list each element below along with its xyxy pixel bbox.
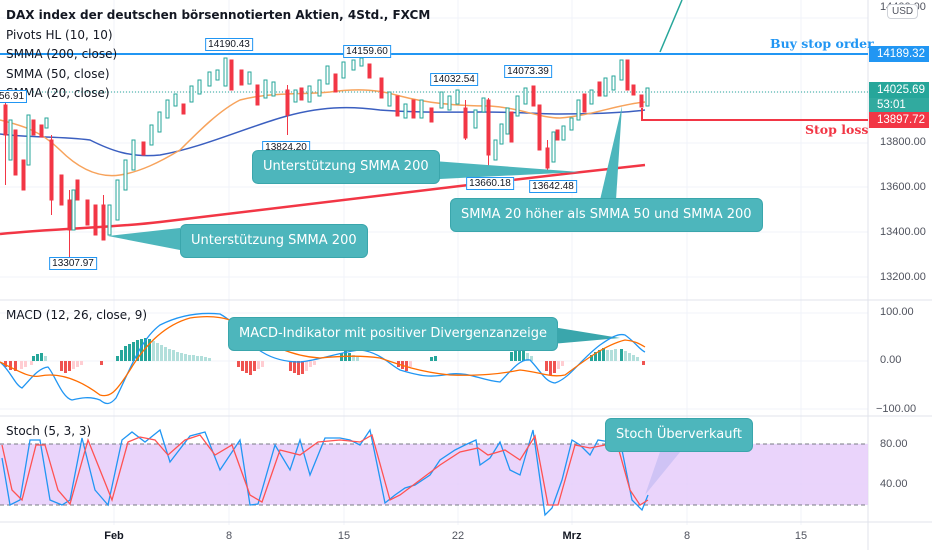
price-tick: 13600.00 xyxy=(880,181,926,193)
pivot-low-label: 13660.18 xyxy=(466,177,514,190)
price-tick: 13400.00 xyxy=(880,226,926,238)
stoch-tick: 80.00 xyxy=(880,438,908,450)
macd-tick: 100.00 xyxy=(880,306,914,318)
currency-badge[interactable]: USD xyxy=(887,4,919,19)
stop-loss-label[interactable]: Stop loss xyxy=(805,122,869,137)
callout-stoch-oversold[interactable]: Stoch Überverkauft xyxy=(605,418,753,452)
pivot-high-label: 14073.39 xyxy=(504,65,552,78)
callout-macd-divergence[interactable]: MACD-Indikator mit positiver Divergenzan… xyxy=(228,317,558,351)
time-tick: 8 xyxy=(683,530,691,542)
stoch-k-line xyxy=(1,428,649,517)
stop-loss-line[interactable] xyxy=(641,108,868,121)
indicator-smma-200[interactable]: SMMA (200, close) xyxy=(6,47,118,61)
macd-tick: 0.00 xyxy=(880,354,902,366)
indicator-pivots[interactable]: Pivots HL (10, 10) xyxy=(6,27,113,42)
pivot-low-label: 13642.48 xyxy=(529,180,577,193)
callout-pointer-support2 xyxy=(108,228,180,250)
time-tick: 8 xyxy=(225,530,233,542)
callout-support-smma200-lower[interactable]: Unterstützung SMMA 200 xyxy=(180,224,368,258)
stop-loss-price-tag: 13897.72 xyxy=(869,112,929,128)
callout-support-smma200-upper[interactable]: Unterstützung SMMA 200 xyxy=(252,150,440,184)
trend-line xyxy=(659,0,683,53)
stoch-label[interactable]: Stoch (5, 3, 3) xyxy=(6,424,92,438)
smma-50-line xyxy=(0,106,646,157)
chart-legend: DAX index der deutschen börsennotierten … xyxy=(6,6,430,104)
indicator-smma-20[interactable]: SMMA (20, close) xyxy=(6,86,110,100)
stoch-d-line xyxy=(1,434,649,506)
bar-countdown: 53:01 xyxy=(869,97,929,113)
price-tick: 13200.00 xyxy=(880,271,926,283)
candlesticks xyxy=(3,57,650,258)
pivot-label: 56.91 xyxy=(0,90,28,103)
pivot-low-label: 13307.97 xyxy=(49,257,97,270)
stoch-band xyxy=(0,444,868,505)
callout-smma20-above[interactable]: SMMA 20 höher als SMMA 50 und SMMA 200 xyxy=(450,198,763,232)
stoch-tick: 40.00 xyxy=(880,478,908,490)
pivot-high-label: 14190.43 xyxy=(205,38,253,51)
macd-line xyxy=(0,312,646,405)
time-tick: 15 xyxy=(794,530,808,542)
indicator-smma-50[interactable]: SMMA (50, close) xyxy=(6,66,110,81)
pivot-high-label: 14032.54 xyxy=(430,73,478,86)
macd-histogram xyxy=(4,338,645,375)
time-tick: Mrz xyxy=(562,530,582,542)
pivot-high-label: 14159.60 xyxy=(343,45,391,58)
chart-title: DAX index der deutschen börsennotierten … xyxy=(6,8,431,22)
callout-pointer-support1 xyxy=(420,160,580,180)
price-tick: 13800.00 xyxy=(880,136,926,148)
macd-tick: −100.00 xyxy=(876,403,917,415)
macd-label[interactable]: MACD (12, 26, close, 9) xyxy=(6,308,148,322)
buy-stop-order-label[interactable]: Buy stop order xyxy=(770,36,874,51)
current-price-tag: 14025.69 xyxy=(869,82,929,98)
callout-pointer-macd xyxy=(540,325,620,345)
time-tick: 22 xyxy=(451,530,465,542)
buy-stop-price-tag: 14189.32 xyxy=(869,46,929,62)
time-tick: Feb xyxy=(104,530,124,542)
signal-line xyxy=(0,316,646,397)
callout-pointer-smma xyxy=(600,106,622,200)
time-tick: 15 xyxy=(337,530,351,542)
